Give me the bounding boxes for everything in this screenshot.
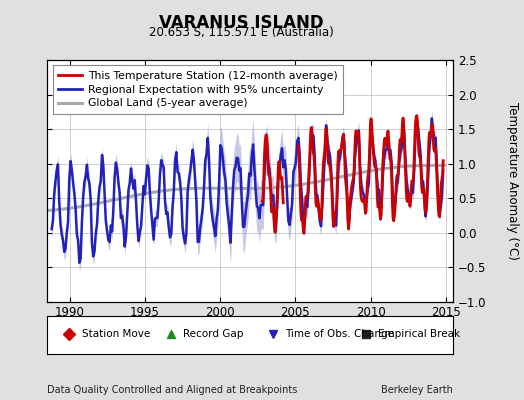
Text: Berkeley Earth: Berkeley Earth bbox=[381, 385, 453, 395]
Text: Empirical Break: Empirical Break bbox=[378, 329, 460, 339]
Text: 20.653 S, 115.571 E (Australia): 20.653 S, 115.571 E (Australia) bbox=[149, 26, 333, 39]
Text: Data Quality Controlled and Aligned at Breakpoints: Data Quality Controlled and Aligned at B… bbox=[47, 385, 298, 395]
Y-axis label: Temperature Anomaly (°C): Temperature Anomaly (°C) bbox=[506, 102, 519, 260]
Text: Station Move: Station Move bbox=[82, 329, 150, 339]
Text: Time of Obs. Change: Time of Obs. Change bbox=[285, 329, 394, 339]
Legend: This Temperature Station (12-month average), Regional Expectation with 95% uncer: This Temperature Station (12-month avera… bbox=[52, 66, 344, 114]
Text: VARANUS ISLAND: VARANUS ISLAND bbox=[159, 14, 323, 32]
Text: Record Gap: Record Gap bbox=[183, 329, 244, 339]
